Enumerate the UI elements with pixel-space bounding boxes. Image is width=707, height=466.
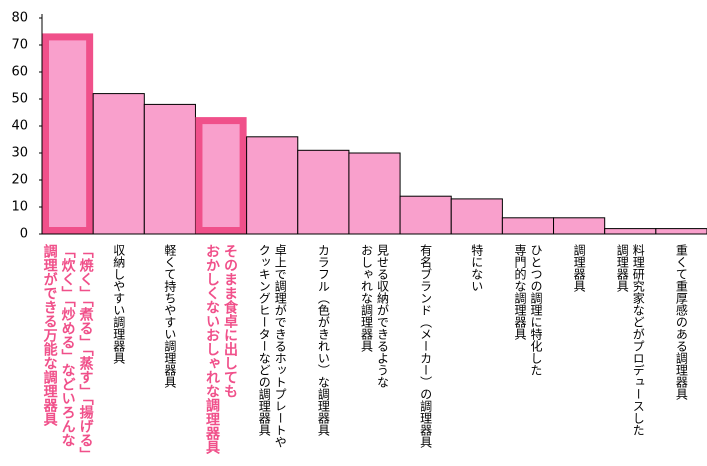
x-tick-label: 軽くて持ちやすい調理器具 (163, 244, 177, 388)
x-tick-label: 収納しやすい調理器具 (112, 244, 126, 364)
bar (501, 217, 555, 235)
y-tick-label: 30 (11, 146, 28, 161)
y-tick-label: 0 (20, 227, 28, 242)
x-tick-label: 調理ができる万能な調理器具 (42, 243, 59, 427)
y-tick-label: 80 (11, 11, 28, 26)
x-tick-label: 特にない (470, 243, 484, 292)
y-tick-label: 10 (11, 200, 28, 215)
bar (92, 93, 145, 235)
x-tick-label: 重くて重厚感のある調理器具 (674, 244, 688, 400)
y-tick-label: 50 (11, 92, 28, 107)
bar (297, 149, 350, 235)
x-tick-label: 見せる収納ができるような (376, 244, 390, 388)
x-tick-label: 「炊く」「炒める」などいろんな (60, 244, 76, 447)
x-tick-label: 調理器具 (615, 244, 629, 292)
bar (399, 195, 452, 235)
bar (655, 228, 707, 235)
x-tick-label: 料理研究家などがプロデュースした (631, 244, 645, 436)
x-tick-label: 卓上で調理ができるホットプレートや (273, 244, 287, 448)
y-tick-label: 20 (11, 173, 28, 188)
bar (42, 33, 94, 235)
x-tick-label: 調理器具 (572, 244, 586, 292)
bar (553, 217, 606, 235)
bar (348, 152, 401, 235)
y-tick-label: 60 (11, 65, 28, 80)
x-tick-label: おしゃれな調理器具 (360, 244, 374, 352)
x-tick-label: 「焼く」「煮る」「蒸す」「揚げる」 (78, 244, 95, 461)
bar (195, 117, 247, 234)
y-tick-label: 70 (11, 38, 28, 53)
y-tick-label: 40 (11, 119, 28, 134)
bar (246, 136, 299, 235)
x-tick-label: 有名ブランド（メーカー）の調理器具 (419, 244, 433, 448)
bar (143, 103, 196, 235)
x-tick-label: そのまま食卓に出しても (222, 244, 238, 398)
x-tick-label: カラフル（色がきれい）な調理器具 (316, 244, 330, 436)
x-tick-label: おかしくないおしゃれな調理器具 (204, 244, 221, 455)
x-tick-label: ひとつの調理に特化した (529, 244, 543, 376)
bar (604, 228, 657, 235)
x-tick-label: 専門的な調理器具 (513, 244, 527, 340)
x-tick-label: クッキングヒーターなどの調理器具 (257, 244, 271, 436)
bar (450, 198, 503, 235)
